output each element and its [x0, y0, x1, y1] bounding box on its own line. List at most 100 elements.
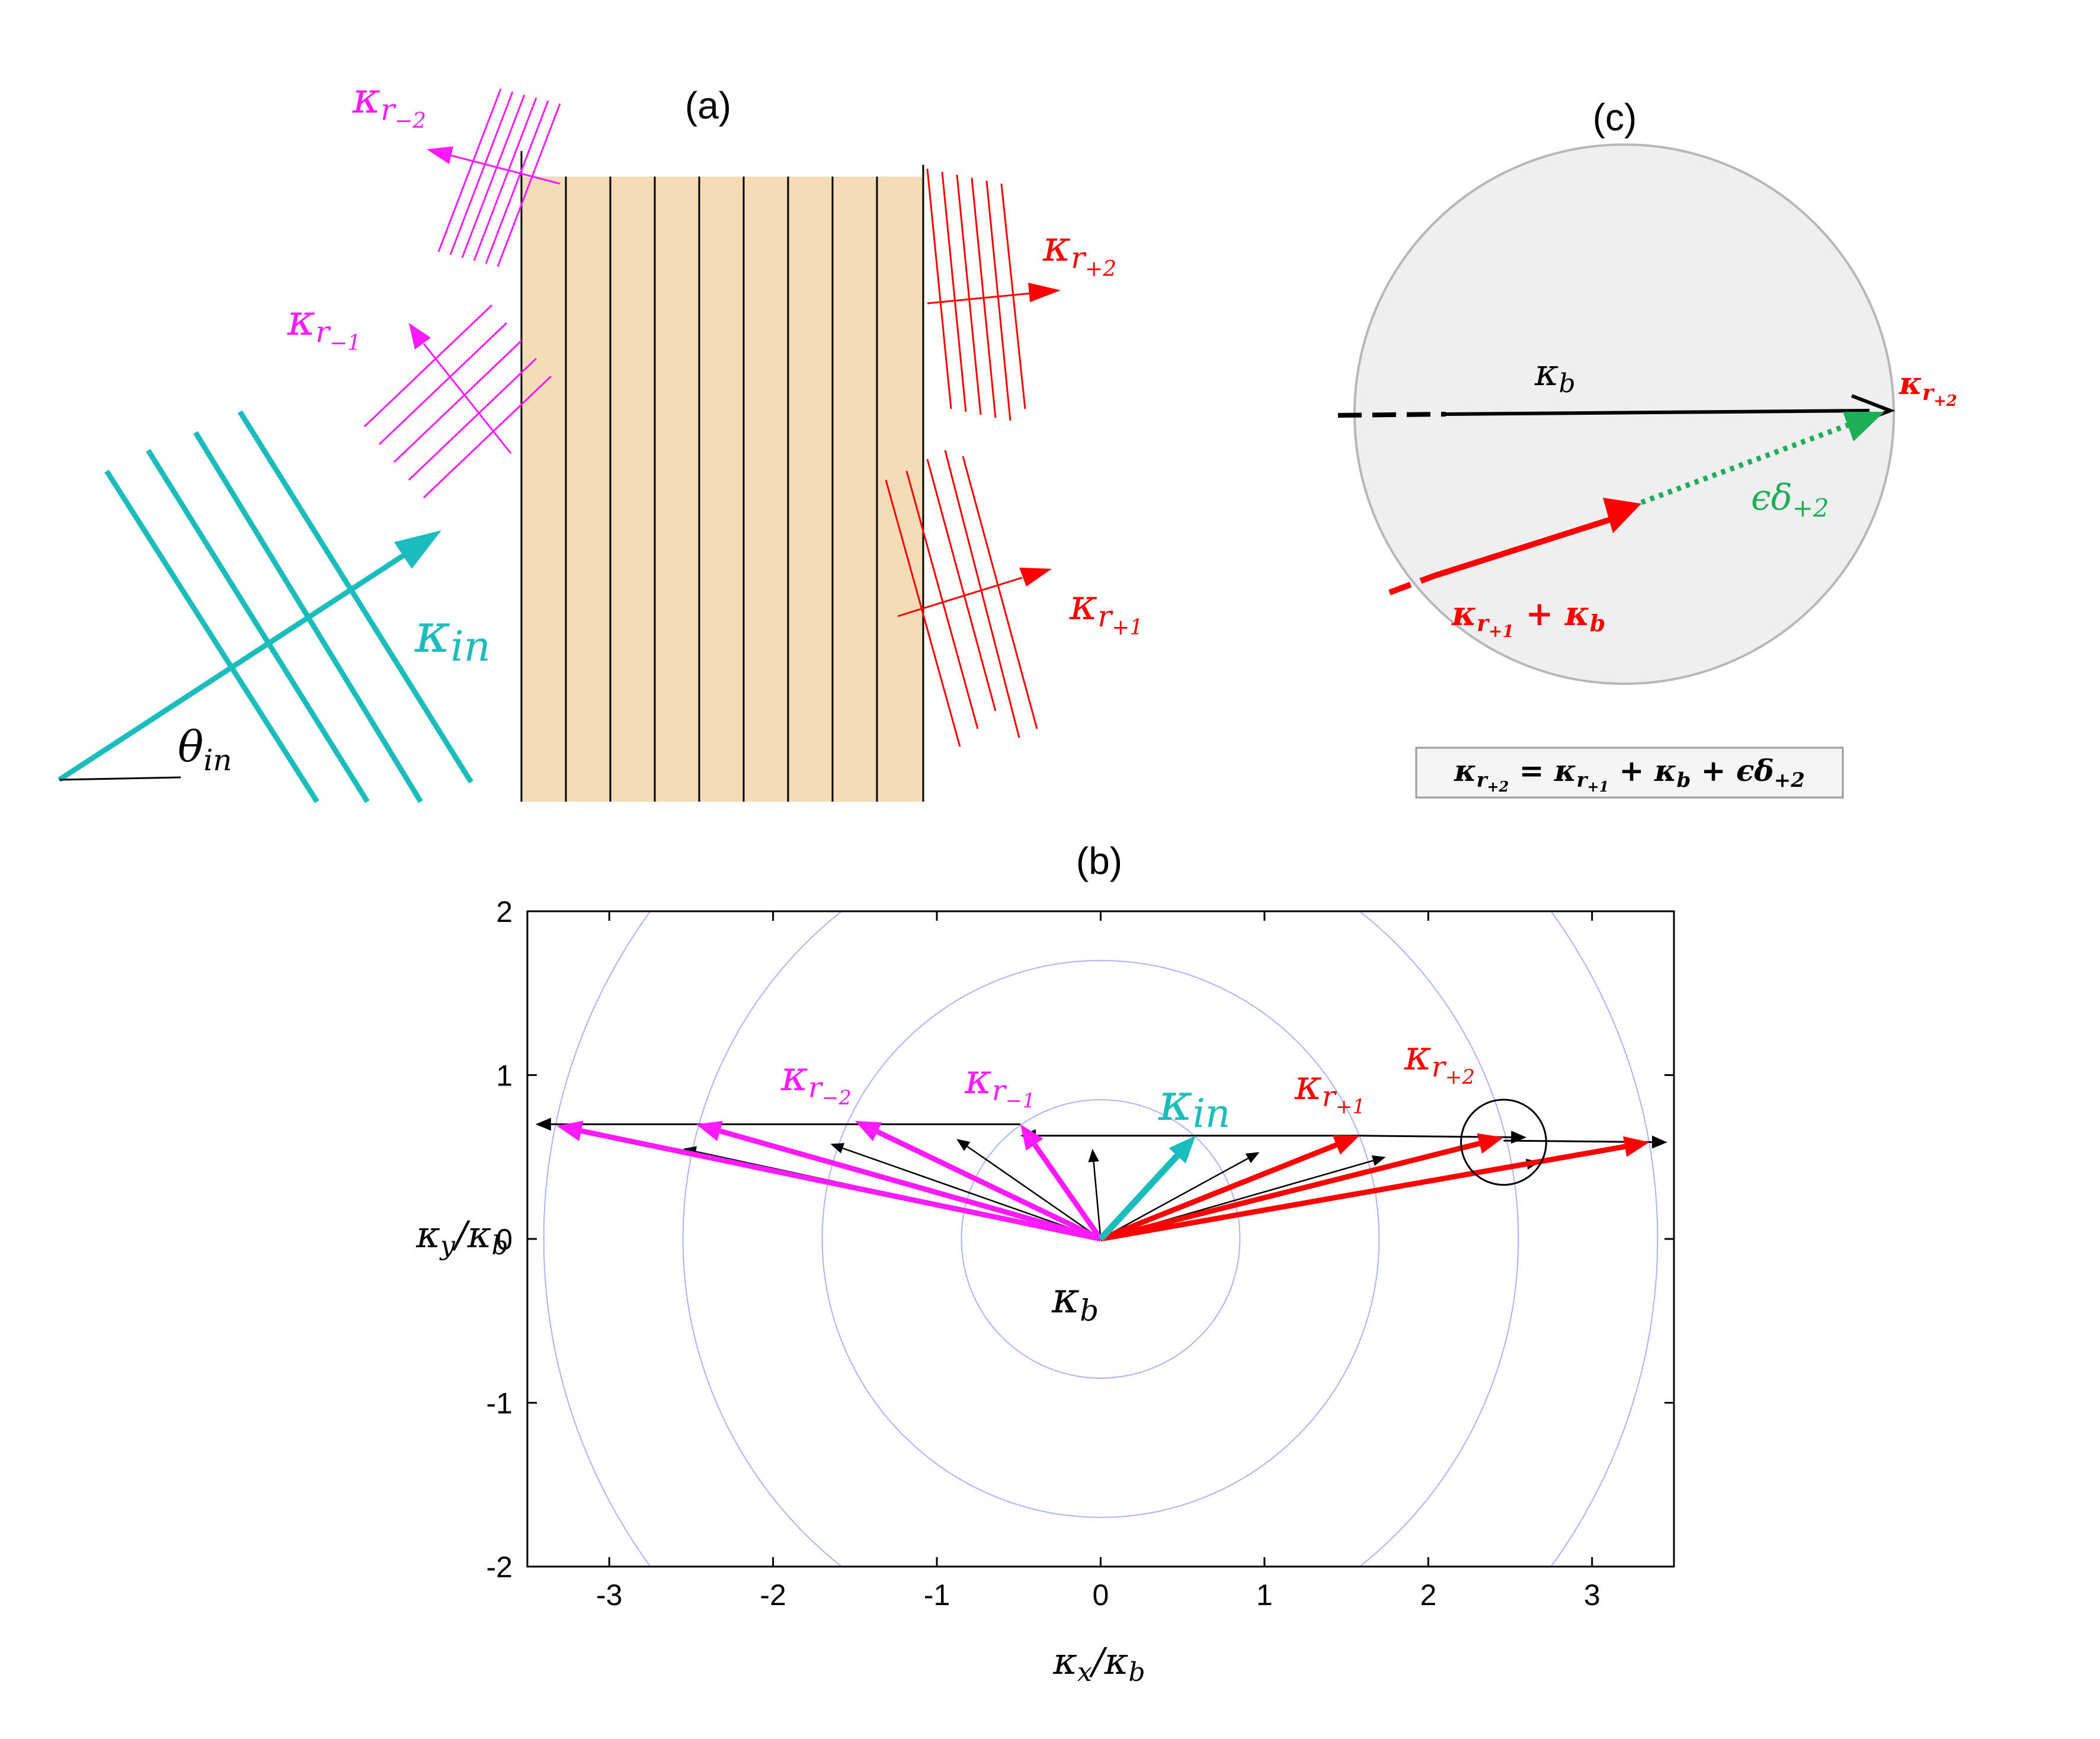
vector-r-plus-1: [897, 568, 1052, 617]
kb-vector-3: [956, 1139, 1102, 1240]
k-in-label-b: κin: [1158, 1071, 1230, 1136]
incident-vector-shaft: [1098, 1153, 1180, 1241]
panel-a: (a) θin κin: [57, 73, 1143, 803]
reflected-vector-r+3: [1100, 1136, 1650, 1242]
reflected-vector-r+3-head: [1623, 1136, 1650, 1157]
x-tick-label: -2: [760, 1578, 786, 1612]
kb-vector-5-shaft: [1100, 1157, 1249, 1240]
incident-wavevector: [57, 530, 441, 782]
kb-vector-4-shaft: [1093, 1161, 1102, 1240]
incident-vector: [1098, 1135, 1196, 1241]
kb-vector-5-head: [1245, 1152, 1260, 1164]
x-tick-label: 3: [1584, 1578, 1600, 1612]
y-tick-label: 1: [496, 1059, 513, 1093]
x-tick-label: 1: [1256, 1578, 1273, 1612]
reflected-vector-r+2-head: [1477, 1133, 1504, 1154]
reflected-vector-r-2: [854, 1120, 1102, 1242]
k-r-minus-2-label-b: κr−2: [780, 1052, 851, 1110]
x-tick-label: 0: [1093, 1578, 1109, 1612]
grating-slab: [521, 177, 923, 802]
k-r-plus-2-label-b: κr+2: [1404, 1031, 1475, 1089]
reflected-vector-r+3-shaft: [1100, 1144, 1625, 1242]
kb-chain-1-head: [535, 1117, 551, 1131]
wavefronts-r-minus-1: [363, 304, 552, 499]
kb-vector-5: [1100, 1152, 1260, 1240]
reflected-vector-r-3-head: [696, 1120, 723, 1141]
reflected-vector-r-2-shaft: [876, 1129, 1102, 1242]
equation-box: [1415, 747, 1844, 799]
reflected-vector-r-4: [556, 1120, 1102, 1242]
kb-vector-2-shaft: [842, 1147, 1101, 1240]
y-tick-label: 0: [496, 1223, 513, 1256]
panel-a-label: (a): [685, 84, 731, 127]
axis-ticks: -3 -2 -1 0 1 2 3 -2 -1 0 1 2: [486, 895, 1674, 1612]
panel-c-label: (c): [1593, 96, 1637, 139]
reflected-vector-r-3-shaft: [719, 1128, 1102, 1242]
reflected-vector-r-1-shaft: [1032, 1143, 1103, 1241]
y-tick-label: -2: [486, 1551, 513, 1584]
panel-b: (b) -3 -2 -1 0 1 2 3 -2 -1 0 1 2 κx/κb κy/κb κb κin…: [415, 840, 1675, 1687]
vector-r-minus-2: [427, 146, 561, 185]
wavefronts-r-minus-2: [437, 88, 561, 267]
kb-label-b: κb: [1051, 1273, 1099, 1328]
y-tick-label: 2: [496, 895, 513, 928]
reflected-vector-r+1-shaft: [1099, 1142, 1337, 1242]
x-tick-label: -3: [596, 1578, 622, 1612]
k-r-plus-1-label-b: κr+1: [1294, 1061, 1365, 1119]
reflected-vector-r-3: [696, 1120, 1102, 1242]
kb-vector-2: [830, 1143, 1101, 1240]
contour-circle-2: [821, 960, 1380, 1518]
sum-label-c: κr+1 + κb: [1451, 594, 1605, 641]
kb-vector-4-head: [1088, 1148, 1099, 1162]
kb-vector-6-head: [1371, 1155, 1386, 1166]
panel-b-label: (b): [1076, 840, 1122, 882]
contour-circles: [543, 911, 1659, 1567]
highlight-circle: [1460, 1099, 1547, 1186]
contour-circle-4: [543, 911, 1659, 1567]
reflected-vector-r-4-head: [556, 1120, 584, 1142]
panel-c: (c) κb κr+2 κr+1 + κb ϵδ+2 κr+2 = κr+1 +…: [1337, 96, 1957, 799]
grating-lines: [520, 151, 924, 802]
reflected-vector-r-1-head: [1020, 1124, 1043, 1151]
contour-circle-1: [961, 1099, 1241, 1379]
k-r-plus-2-label: κr+2: [1042, 221, 1116, 281]
y-axis-label: κy/κb: [415, 1213, 508, 1261]
wavefronts-r-plus-1: [885, 450, 1038, 747]
kb-chain-1: [535, 1117, 1021, 1131]
vector-layer: [535, 1117, 1667, 1242]
x-tick-label: 2: [1420, 1578, 1436, 1612]
k-r-plus-2-label-c: κr+2: [1899, 366, 1957, 410]
x-axis-label: κx/κb: [1052, 1639, 1145, 1687]
equation-text: κr+2 = κr+1 + κb + ϵδ+2: [1454, 753, 1805, 795]
wavefronts-r-plus-2: [926, 168, 1026, 421]
kb-vector-4: [1088, 1148, 1102, 1240]
angle-reference-line: [59, 776, 181, 781]
reflected-vector-r+2-shaft: [1100, 1141, 1480, 1242]
kb-vector-2-head: [830, 1143, 845, 1154]
kb-chain-3-head: [1511, 1130, 1527, 1144]
reflected-vector-r-4-shaft: [580, 1128, 1102, 1242]
sum-vector-c: [1388, 498, 1641, 595]
reflected-vector-r-1: [1020, 1124, 1103, 1241]
k-r-plus-1-label: κr+1: [1069, 579, 1143, 640]
reflected-vector-r+2: [1100, 1133, 1504, 1242]
vector-r-minus-1: [409, 323, 512, 454]
kb-vector-3-shaft: [966, 1145, 1102, 1240]
kb-vector-3-head: [956, 1139, 971, 1151]
epsilon-delta-vector-c: [1640, 412, 1884, 505]
incident-vector-head: [1169, 1135, 1196, 1164]
y-tick-label: -1: [486, 1387, 513, 1420]
reflected-vector-r-2-head: [854, 1120, 882, 1142]
k-r-minus-1-label-b: κr−1: [964, 1055, 1035, 1113]
k-in-label: κin: [414, 601, 491, 671]
k-r-minus-1-label: κr−1: [287, 295, 361, 356]
vector-r-plus-2: [927, 283, 1061, 305]
epsilon-delta-label-c: ϵδ+2: [1751, 477, 1829, 523]
reflected-vector-r+1-head: [1332, 1135, 1360, 1155]
x-tick-label: -1: [924, 1578, 950, 1612]
kb-label-c: κb: [1534, 351, 1576, 399]
contour-circle-3: [682, 911, 1519, 1567]
kb-chain-4-head: [1651, 1135, 1667, 1149]
theta-in-label: θin: [178, 722, 232, 777]
